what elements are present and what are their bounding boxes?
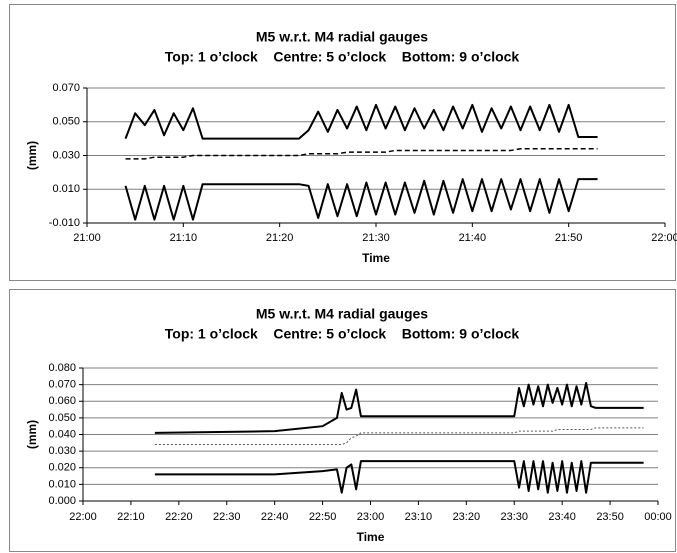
x-tick-label: 00:00: [644, 511, 672, 523]
x-tick-label: 22:30: [213, 511, 241, 523]
x-tick-label: 21:50: [555, 232, 583, 244]
data-line: [154, 381, 644, 434]
x-tick-label: 23:30: [500, 511, 528, 523]
x-tick-label: 23:10: [405, 511, 433, 523]
y-axis-label: (mm): [25, 420, 39, 449]
y-tick-label: 0.050: [48, 412, 76, 424]
x-tick-label: 22:50: [309, 511, 337, 523]
x-axis-label: Time: [357, 530, 385, 544]
x-tick-label: 23:00: [357, 511, 385, 523]
y-tick-label: 0.010: [52, 183, 80, 195]
y-tick-label: 0.000: [48, 495, 76, 507]
x-tick-label: 22:10: [117, 511, 145, 523]
chart-frame: [9, 4, 676, 281]
y-tick-label: 0.060: [48, 395, 76, 407]
chart-title: M5 w.r.t. M4 radial gauges: [256, 29, 428, 45]
x-tick-label: 22:20: [165, 511, 193, 523]
y-tick-label: -0.010: [49, 217, 80, 229]
chart-title: M5 w.r.t. M4 radial gauges: [256, 306, 428, 322]
x-tick-label: 22:00: [69, 511, 97, 523]
y-tick-label: 0.080: [48, 362, 76, 374]
chart-subtitle: Top: 1 o’clock Centre: 5 o’clock Bottom:…: [165, 49, 520, 65]
x-tick-label: 21:10: [170, 232, 198, 244]
x-tick-label: 21:40: [459, 232, 487, 244]
data-line: [124, 178, 598, 221]
y-tick-label: 0.030: [52, 149, 80, 161]
y-tick-label: 0.040: [48, 428, 76, 440]
y-tick-label: 0.030: [48, 445, 76, 457]
chart-frame: [9, 289, 676, 552]
data-line: [154, 460, 644, 494]
data-line: [124, 103, 598, 140]
x-axis-label: Time: [362, 251, 390, 265]
data-line: [125, 148, 598, 160]
x-tick-label: 21:00: [73, 232, 101, 244]
y-tick-label: 0.050: [52, 116, 80, 128]
y-tick-label: 0.070: [52, 82, 80, 94]
x-tick-label: 21:30: [362, 232, 390, 244]
x-tick-label: 22:00: [651, 232, 677, 244]
y-axis-label: (mm): [25, 141, 39, 170]
x-tick-label: 21:20: [266, 232, 294, 244]
y-tick-label: 0.070: [48, 379, 76, 391]
data-line: [154, 427, 644, 445]
x-tick-label: 22:40: [261, 511, 289, 523]
x-tick-label: 23:20: [453, 511, 481, 523]
y-tick-label: 0.010: [48, 478, 76, 490]
chart-subtitle: Top: 1 o’clock Centre: 5 o’clock Bottom:…: [165, 326, 520, 342]
x-tick-label: 23:40: [548, 511, 576, 523]
x-tick-label: 23:50: [596, 511, 624, 523]
y-tick-label: 0.020: [48, 462, 76, 474]
